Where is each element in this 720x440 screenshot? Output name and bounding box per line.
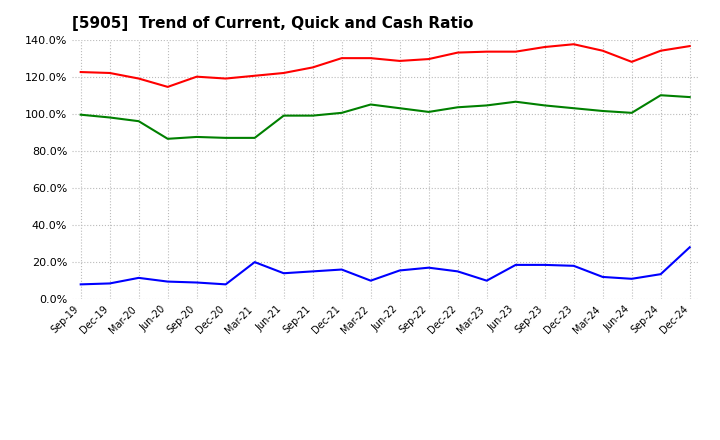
- Current Ratio: [163, 84, 172, 89]
- Line: Cash Ratio: Cash Ratio: [81, 247, 690, 284]
- Text: [5905]  Trend of Current, Quick and Cash Ratio: [5905] Trend of Current, Quick and Cash …: [72, 16, 473, 32]
- Quick Ratio: [251, 135, 259, 140]
- Current Ratio: [366, 55, 375, 61]
- Cash Ratio: [657, 271, 665, 277]
- Cash Ratio: [192, 280, 201, 285]
- Current Ratio: [541, 44, 549, 50]
- Cash Ratio: [482, 278, 491, 283]
- Cash Ratio: [308, 269, 317, 274]
- Current Ratio: [598, 48, 607, 53]
- Cash Ratio: [338, 267, 346, 272]
- Cash Ratio: [395, 268, 404, 273]
- Cash Ratio: [135, 275, 143, 281]
- Current Ratio: [76, 70, 85, 75]
- Current Ratio: [338, 55, 346, 61]
- Current Ratio: [685, 44, 694, 49]
- Cash Ratio: [366, 278, 375, 283]
- Quick Ratio: [424, 109, 433, 114]
- Quick Ratio: [279, 113, 288, 118]
- Cash Ratio: [251, 260, 259, 265]
- Quick Ratio: [395, 106, 404, 111]
- Quick Ratio: [105, 115, 114, 120]
- Cash Ratio: [685, 245, 694, 250]
- Quick Ratio: [657, 92, 665, 98]
- Cash Ratio: [221, 282, 230, 287]
- Cash Ratio: [76, 282, 85, 287]
- Cash Ratio: [105, 281, 114, 286]
- Current Ratio: [511, 49, 520, 54]
- Current Ratio: [424, 56, 433, 62]
- Current Ratio: [482, 49, 491, 54]
- Quick Ratio: [685, 95, 694, 100]
- Current Ratio: [251, 73, 259, 78]
- Current Ratio: [192, 74, 201, 79]
- Current Ratio: [395, 58, 404, 63]
- Current Ratio: [308, 65, 317, 70]
- Cash Ratio: [570, 263, 578, 268]
- Quick Ratio: [192, 134, 201, 139]
- Line: Quick Ratio: Quick Ratio: [81, 95, 690, 139]
- Current Ratio: [657, 48, 665, 53]
- Quick Ratio: [627, 110, 636, 115]
- Quick Ratio: [570, 106, 578, 111]
- Cash Ratio: [627, 276, 636, 282]
- Quick Ratio: [541, 103, 549, 108]
- Cash Ratio: [279, 271, 288, 276]
- Current Ratio: [279, 70, 288, 76]
- Current Ratio: [454, 50, 462, 55]
- Current Ratio: [135, 76, 143, 81]
- Cash Ratio: [511, 262, 520, 268]
- Quick Ratio: [135, 118, 143, 124]
- Line: Current Ratio: Current Ratio: [81, 44, 690, 87]
- Current Ratio: [105, 70, 114, 76]
- Quick Ratio: [482, 103, 491, 108]
- Quick Ratio: [338, 110, 346, 115]
- Quick Ratio: [308, 113, 317, 118]
- Quick Ratio: [76, 112, 85, 117]
- Cash Ratio: [454, 269, 462, 274]
- Quick Ratio: [454, 105, 462, 110]
- Quick Ratio: [598, 108, 607, 114]
- Quick Ratio: [221, 135, 230, 140]
- Cash Ratio: [424, 265, 433, 270]
- Cash Ratio: [598, 274, 607, 279]
- Cash Ratio: [163, 279, 172, 284]
- Current Ratio: [221, 76, 230, 81]
- Current Ratio: [570, 42, 578, 47]
- Quick Ratio: [511, 99, 520, 104]
- Current Ratio: [627, 59, 636, 65]
- Cash Ratio: [541, 262, 549, 268]
- Quick Ratio: [163, 136, 172, 141]
- Quick Ratio: [366, 102, 375, 107]
